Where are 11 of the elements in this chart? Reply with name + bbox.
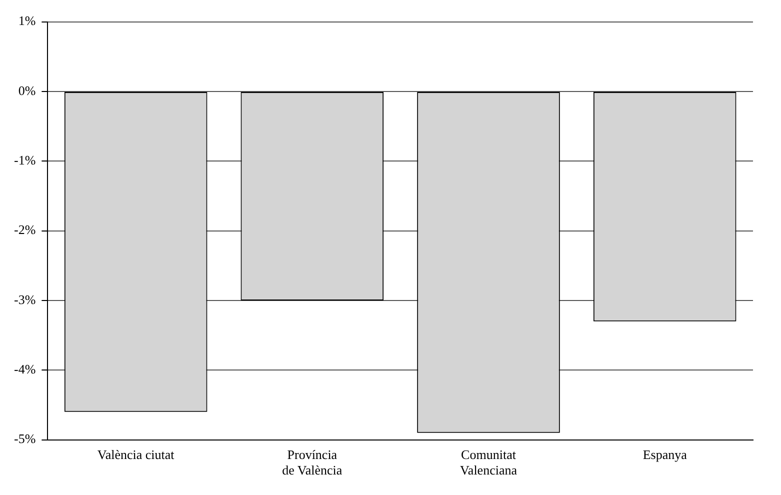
y-tick-label: 0% bbox=[18, 82, 36, 98]
x-tick-label: Província de València bbox=[282, 447, 342, 478]
y-tick-label: -5% bbox=[14, 431, 36, 446]
y-tick-label: -4% bbox=[14, 362, 36, 377]
y-tick-label: -2% bbox=[14, 222, 36, 238]
x-tick-label: València ciutat bbox=[97, 447, 175, 462]
y-tick-label: 1% bbox=[18, 13, 36, 28]
y-tick-label: -1% bbox=[14, 152, 36, 168]
x-tick-label: Comunitat Valenciana bbox=[460, 447, 518, 478]
y-tick-label: -3% bbox=[14, 292, 36, 307]
x-tick-label: Espanya bbox=[642, 447, 688, 462]
